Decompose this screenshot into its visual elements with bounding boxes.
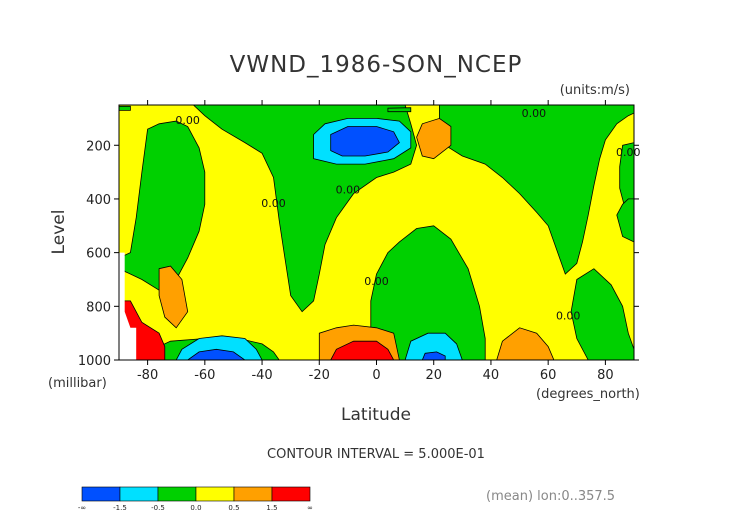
colorbar-swatch-3 (196, 487, 234, 501)
colorbar-swatch-0 (82, 487, 120, 501)
x-tick-label-0: -80 (137, 368, 158, 383)
contour-label-1: 0.00 (261, 197, 286, 210)
contour-label-2: 0.00 (336, 184, 361, 197)
colorbar-swatch-1 (120, 487, 158, 501)
colorbar-label-3: 0.0 (190, 504, 201, 512)
contour-label-6: 0.00 (616, 146, 641, 159)
colorbar-label-0: -∞ (78, 504, 86, 512)
contour-label-4: 0.00 (364, 275, 389, 288)
footnote-text: (mean) lon:0..357.5 (486, 489, 615, 504)
colorbar: -∞ -1.5 -0.5 0.0 0.5 1.5 ∞ (78, 487, 313, 512)
colorbar-swatch-4 (234, 487, 272, 501)
plot-area: 0.00 0.00 0.00 0.00 0.00 0.00 0.00 -80 -60 -40 -2… (78, 100, 641, 383)
contour-label-5: 0.00 (556, 310, 581, 323)
chart-title: VWND_1986-SON_NCEP (230, 52, 523, 78)
colorbar-swatch-5 (272, 487, 310, 501)
x-tick-label-6: 40 (483, 368, 500, 383)
x-tick-label-3: -20 (309, 368, 330, 383)
y-tick-label-4: 1000 (78, 354, 111, 369)
x-tick-label-5: 20 (425, 368, 442, 383)
colorbar-label-1: -1.5 (113, 504, 127, 512)
colorbar-label-5: 1.5 (266, 504, 277, 512)
x-tick-label-8: 80 (597, 368, 614, 383)
colorbar-label-4: 0.5 (228, 504, 239, 512)
contour-region-6 (119, 106, 130, 110)
x-tick-label-2: -40 (251, 368, 272, 383)
contour-label-0: 0.00 (175, 114, 200, 127)
colorbar-swatch-2 (158, 487, 196, 501)
y-tick-label-3: 800 (86, 300, 111, 315)
y-tick-label-1: 400 (86, 193, 111, 208)
x-tick-label-7: 60 (540, 368, 557, 383)
x-tick-label-1: -60 (194, 368, 215, 383)
y-tick-label-2: 600 (86, 247, 111, 262)
colorbar-label-2: -0.5 (151, 504, 165, 512)
colorbar-label-6: ∞ (307, 504, 313, 512)
units-label: (units:m/s) (560, 83, 630, 98)
contour-interval-text: CONTOUR INTERVAL = 5.000E-01 (267, 447, 485, 462)
contour-region-7 (388, 108, 411, 112)
x-tick-label-4: 0 (372, 368, 380, 383)
x-axis-unit: (degrees_north) (536, 387, 640, 402)
contour-label-3: 0.00 (522, 107, 547, 120)
y-axis-label: Level (49, 210, 69, 255)
y-tick-label-0: 200 (86, 139, 111, 154)
x-axis-label: Latitude (341, 405, 411, 425)
y-axis-unit: (millibar) (48, 376, 107, 391)
